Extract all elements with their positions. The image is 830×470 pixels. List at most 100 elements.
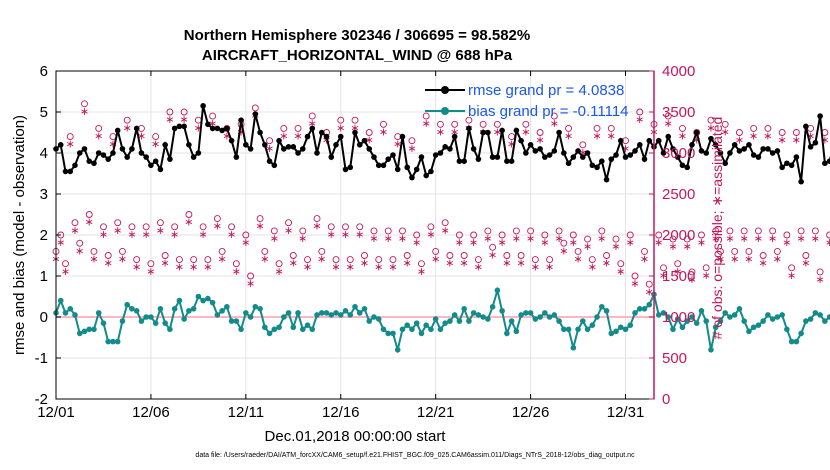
rmse-point [584,150,591,156]
bias-point [148,314,154,320]
bias-point [627,322,634,329]
obs-assimilated-marker: ∗ [161,258,170,270]
obs-assimilated-marker: ∗ [227,229,236,241]
rmse-point [603,176,610,183]
bias-point [537,314,543,320]
rmse-point [167,156,173,162]
obs-possible-marker [712,227,720,235]
obs-assimilated-marker: ∗ [664,118,673,130]
bias-point [110,338,116,345]
obs-assimilated-marker: ∗ [236,126,245,138]
obs-assimilated-marker: ∗ [327,229,336,241]
rmse-point [817,113,823,119]
bias-point [347,312,354,318]
bias-point [205,295,211,302]
obs-assimilated-marker: ∗ [422,118,431,130]
obs-possible-marker [465,116,473,124]
rmse-point [385,156,392,162]
bias-point [295,310,301,316]
bias-point [817,312,823,318]
rmse-point [784,160,790,167]
rmse-point [527,142,534,148]
rmse-point [105,156,112,162]
obs-possible-marker [399,227,406,235]
obs-possible-marker [242,231,250,239]
obs-possible-marker [522,120,530,128]
rmse-point [769,150,776,156]
obs-possible-marker [565,124,573,132]
obs-possible-marker [161,252,169,259]
obs-possible-marker [498,231,506,239]
obs-possible-marker [702,264,710,272]
bias-point [532,316,539,322]
obs-possible-marker [432,247,440,255]
obs-possible-marker [441,219,449,227]
obs-assimilated-marker: ∗ [265,143,274,155]
y-right-tick-label: 2500 [662,186,695,203]
bias-point [622,326,629,333]
obs-assimilated-marker: ∗ [417,266,426,278]
rmse-point [328,154,335,160]
bias-point [62,310,69,316]
obs-assimilated-marker: ∗ [308,118,317,130]
obs-assimilated-marker: ∗ [597,233,606,245]
bias-point [703,318,710,324]
rmse-point [95,150,102,156]
bias-point [167,326,173,333]
obs-assimilated-marker: ∗ [336,122,345,134]
bias-point [309,326,316,333]
obs-possible-marker [251,104,259,112]
obs-assimilated-marker: ∗ [175,262,184,274]
bias-point [693,320,700,326]
bias-point [243,310,249,316]
obs-assimilated-marker: ∗ [797,233,806,245]
rmse-point [205,121,211,128]
obs-possible-marker [81,100,88,108]
rmse-point [247,146,254,152]
bias-point [375,316,382,322]
obs-possible-marker [218,247,226,255]
rmse-point [186,142,192,148]
obs-possible-marker [726,227,734,235]
rmse-point [124,154,130,160]
obs-assimilated-marker: ∗ [573,254,582,266]
obs-possible-marker [802,252,810,259]
rmse-point [788,162,795,169]
obs-assimilated-marker: ∗ [298,233,307,245]
rmse-point [257,129,263,136]
obs-possible-marker [384,227,392,235]
y-tick-label: 2 [40,227,48,244]
bias-point [224,303,230,310]
bias-point [394,347,401,353]
obs-possible-marker [788,264,796,272]
rmse-point [722,160,728,167]
obs-assimilated-marker: ∗ [816,274,825,286]
rmse-point [285,144,292,150]
bias-point [404,322,411,329]
rmse-point [518,137,524,144]
rmse-point [466,125,472,132]
obs-assimilated-marker: ∗ [284,225,293,237]
chart-title-line1: Northern Hemisphere 302346 / 306695 = 98… [184,27,530,44]
obs-possible-marker [664,112,672,120]
bias-point [409,326,415,333]
obs-assimilated-marker: ∗ [645,286,654,298]
bias-point [299,326,306,333]
rmse-point [176,123,183,130]
y-tick-label: 6 [40,63,48,80]
rmse-point [551,148,558,154]
obs-possible-marker [626,231,634,239]
obs-assimilated-marker: ∗ [85,217,94,229]
obs-assimilated-marker: ∗ [531,262,540,274]
bias-point [812,310,819,316]
obs-possible-marker [745,247,753,255]
bias-point [717,318,724,324]
obs-possible-marker [811,227,819,235]
obs-possible-marker [123,116,131,124]
obs-assimilated-marker: ∗ [70,225,79,237]
y-tick-label: 3 [40,186,48,203]
rmse-point [333,142,339,148]
y-axis-label: rmse and bias (model - observation) [11,115,28,355]
obs-assimilated-marker: ∗ [825,237,830,249]
x-tick-label: 12/26 [512,404,550,421]
